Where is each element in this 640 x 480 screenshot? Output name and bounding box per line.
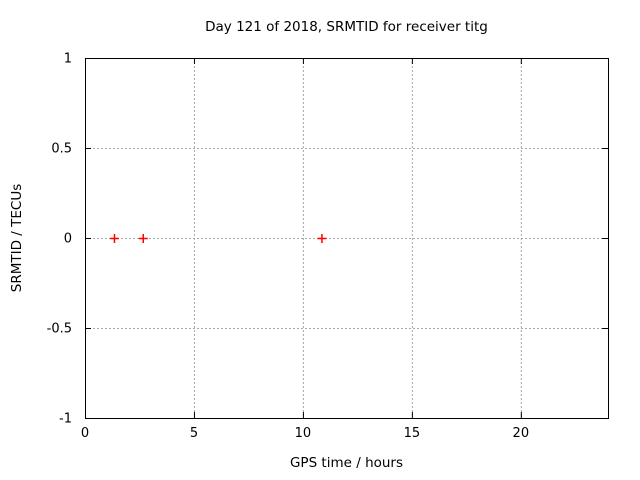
x-tick-label: 20 xyxy=(513,426,530,441)
x-tick-label: 10 xyxy=(295,426,312,441)
y-tick-label: -1 xyxy=(59,412,72,427)
y-tick-label: 0 xyxy=(64,232,72,247)
y-tick-label: 1 xyxy=(64,52,72,67)
x-tick-label: 5 xyxy=(190,426,198,441)
chart-title: Day 121 of 2018, SRMTID for receiver tit… xyxy=(205,19,488,35)
y-axis-label: SRMTID / TECUs xyxy=(9,183,25,293)
x-tick-label: 15 xyxy=(404,426,421,441)
x-axis-label: GPS time / hours xyxy=(289,455,404,471)
y-tick-label: 0.5 xyxy=(51,142,72,157)
y-tick-label: -0.5 xyxy=(47,322,72,337)
x-tick-label: 0 xyxy=(81,426,89,441)
